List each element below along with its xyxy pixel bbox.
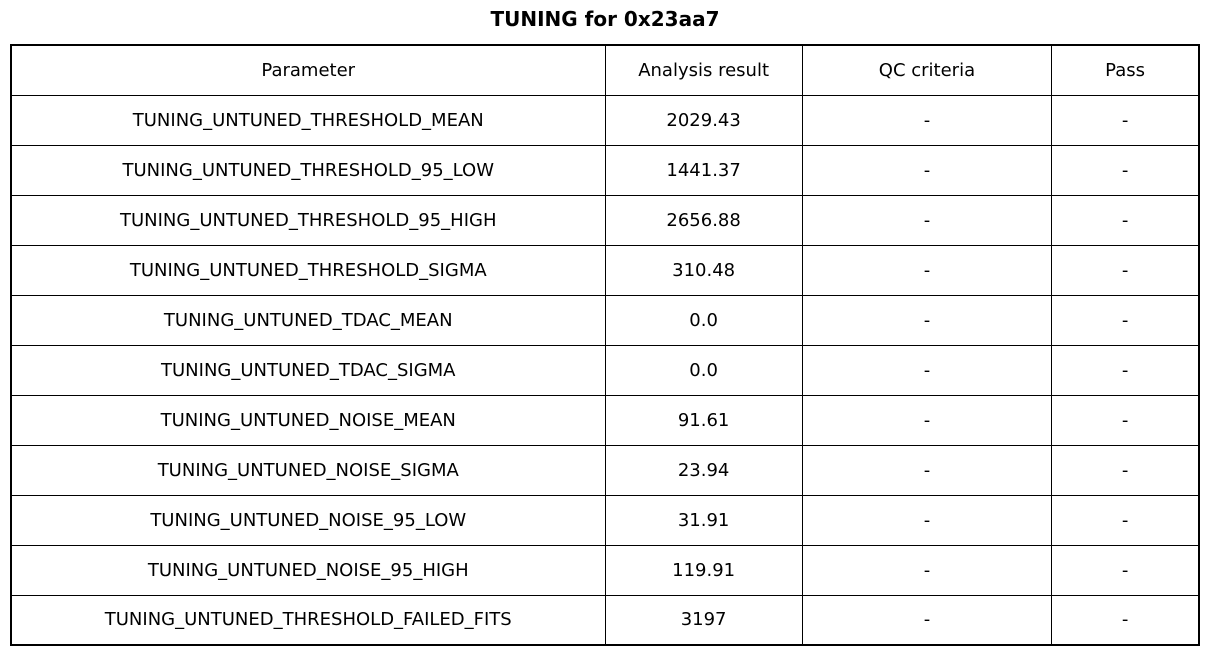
table-header-row: Parameter Analysis result QC criteria Pa… [10, 44, 1200, 96]
analysis-result-cell: 91.61 [604, 394, 803, 446]
pass-cell: - [1051, 344, 1200, 396]
qc-criteria-cell: - [801, 244, 1053, 296]
analysis-result-cell: 2656.88 [604, 194, 803, 246]
parameter-cell: TUNING_UNTUNED_THRESHOLD_SIGMA [10, 244, 606, 296]
qc-criteria-cell: - [801, 544, 1053, 596]
analysis-result-cell: 23.94 [604, 444, 803, 496]
analysis-result-cell: 310.48 [604, 244, 803, 296]
pass-cell: - [1051, 494, 1200, 546]
column-header-parameter: Parameter [10, 44, 606, 96]
qc-criteria-cell: - [801, 294, 1053, 346]
parameter-cell: TUNING_UNTUNED_NOISE_95_HIGH [10, 544, 606, 596]
pass-cell: - [1051, 544, 1200, 596]
parameter-cell: TUNING_UNTUNED_THRESHOLD_MEAN [10, 94, 606, 146]
qc-criteria-cell: - [801, 194, 1053, 246]
parameter-cell: TUNING_UNTUNED_THRESHOLD_95_LOW [10, 144, 606, 196]
qc-criteria-cell: - [801, 344, 1053, 396]
pass-cell: - [1051, 94, 1200, 146]
table-row: TUNING_UNTUNED_NOISE_95_LOW 31.91 - - [10, 494, 1200, 546]
parameter-cell: TUNING_UNTUNED_THRESHOLD_95_HIGH [10, 194, 606, 246]
analysis-result-cell: 0.0 [604, 294, 803, 346]
parameter-cell: TUNING_UNTUNED_TDAC_MEAN [10, 294, 606, 346]
parameter-cell: TUNING_UNTUNED_NOISE_MEAN [10, 394, 606, 446]
table-row: TUNING_UNTUNED_THRESHOLD_MEAN 2029.43 - … [10, 94, 1200, 146]
table-row: TUNING_UNTUNED_NOISE_SIGMA 23.94 - - [10, 444, 1200, 496]
table-row: TUNING_UNTUNED_NOISE_95_HIGH 119.91 - - [10, 544, 1200, 596]
table-row: TUNING_UNTUNED_TDAC_MEAN 0.0 - - [10, 294, 1200, 346]
qc-criteria-cell: - [801, 594, 1053, 646]
column-header-qc-criteria: QC criteria [801, 44, 1053, 96]
table-row: TUNING_UNTUNED_THRESHOLD_FAILED_FITS 319… [10, 594, 1200, 646]
table-row: TUNING_UNTUNED_THRESHOLD_SIGMA 310.48 - … [10, 244, 1200, 296]
analysis-result-cell: 31.91 [604, 494, 803, 546]
pass-cell: - [1051, 444, 1200, 496]
parameter-cell: TUNING_UNTUNED_THRESHOLD_FAILED_FITS [10, 594, 606, 646]
analysis-result-cell: 0.0 [604, 344, 803, 396]
table-row: TUNING_UNTUNED_THRESHOLD_95_HIGH 2656.88… [10, 194, 1200, 246]
qc-criteria-cell: - [801, 444, 1053, 496]
parameter-cell: TUNING_UNTUNED_NOISE_SIGMA [10, 444, 606, 496]
analysis-result-cell: 119.91 [604, 544, 803, 596]
page-title: TUNING for 0x23aa7 [490, 7, 720, 31]
qc-criteria-cell: - [801, 94, 1053, 146]
analysis-result-cell: 2029.43 [604, 94, 803, 146]
column-header-analysis-result: Analysis result [604, 44, 803, 96]
table-row: TUNING_UNTUNED_NOISE_MEAN 91.61 - - [10, 394, 1200, 446]
table-row: TUNING_UNTUNED_THRESHOLD_95_LOW 1441.37 … [10, 144, 1200, 196]
pass-cell: - [1051, 144, 1200, 196]
pass-cell: - [1051, 394, 1200, 446]
analysis-result-cell: 3197 [604, 594, 803, 646]
pass-cell: - [1051, 244, 1200, 296]
pass-cell: - [1051, 194, 1200, 246]
qc-criteria-cell: - [801, 394, 1053, 446]
parameter-cell: TUNING_UNTUNED_NOISE_95_LOW [10, 494, 606, 546]
qc-criteria-cell: - [801, 144, 1053, 196]
pass-cell: - [1051, 594, 1200, 646]
table-row: TUNING_UNTUNED_TDAC_SIGMA 0.0 - - [10, 344, 1200, 396]
parameter-cell: TUNING_UNTUNED_TDAC_SIGMA [10, 344, 606, 396]
column-header-pass: Pass [1051, 44, 1200, 96]
qc-criteria-cell: - [801, 494, 1053, 546]
tuning-qc-table: Parameter Analysis result QC criteria Pa… [10, 44, 1200, 646]
pass-cell: - [1051, 294, 1200, 346]
analysis-result-cell: 1441.37 [604, 144, 803, 196]
